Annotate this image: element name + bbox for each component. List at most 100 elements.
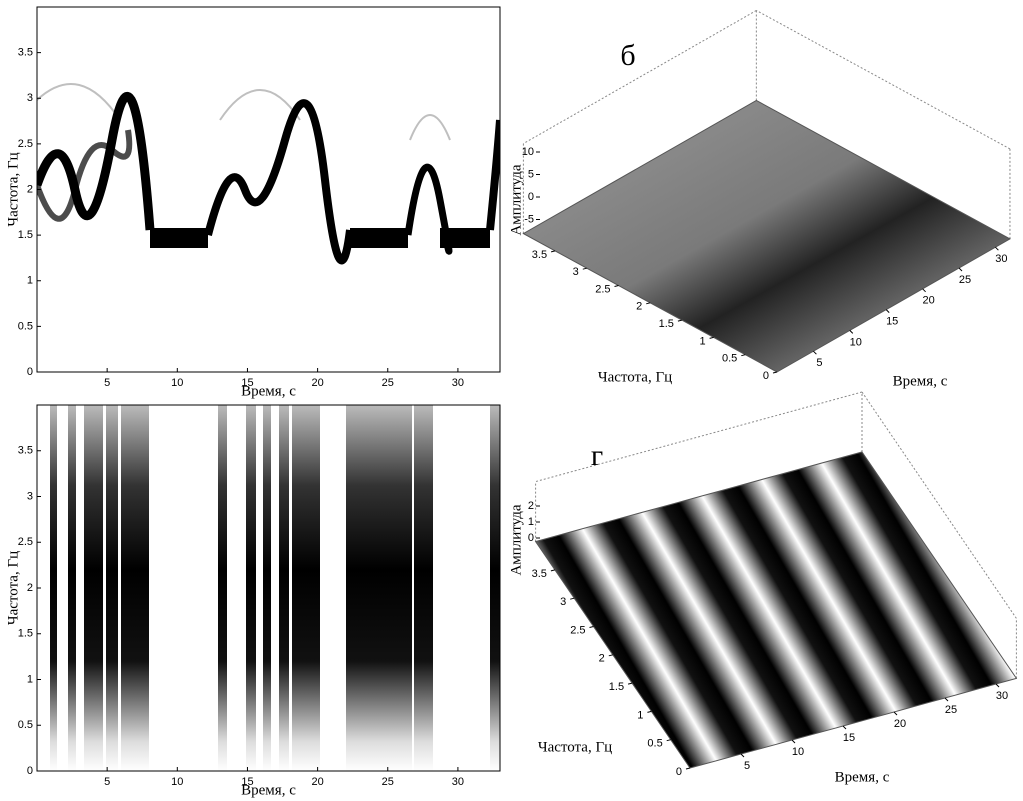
y-tick-label: 1.5 bbox=[609, 681, 624, 693]
y-tick-label: 3 bbox=[560, 596, 566, 608]
x-axis-label: Время, с bbox=[241, 383, 296, 399]
y-tick-label: 3.5 bbox=[18, 445, 33, 457]
x-tick bbox=[791, 739, 796, 744]
x-tick-label: 5 bbox=[104, 776, 110, 788]
y-tick bbox=[627, 682, 633, 685]
x-tick bbox=[958, 267, 963, 272]
x-tick-label: 30 bbox=[452, 377, 464, 389]
x-tick-label: 20 bbox=[922, 295, 934, 307]
x-tick-label: 15 bbox=[241, 377, 253, 389]
z-tick-label: 0 bbox=[528, 532, 534, 544]
y-tick-label: 0 bbox=[27, 765, 33, 777]
x-axis-label: Время, с bbox=[893, 373, 948, 389]
x-tick-label: 5 bbox=[744, 760, 750, 772]
y-tick-label: 2 bbox=[27, 183, 33, 195]
z-tick-label: 1 bbox=[528, 516, 534, 528]
y-tick-label: 3.5 bbox=[532, 249, 547, 261]
x-tick-label: 20 bbox=[894, 718, 906, 730]
x-tick-label: 15 bbox=[886, 316, 898, 328]
y-axis-label: Частота, Гц bbox=[5, 152, 21, 226]
y-tick bbox=[614, 285, 619, 287]
z-tick-label: 0 bbox=[528, 191, 534, 203]
x-tick bbox=[842, 725, 847, 730]
x-tick-label: 30 bbox=[452, 776, 464, 788]
surface bbox=[534, 451, 1018, 769]
x-tick-label: 25 bbox=[959, 274, 971, 286]
y-tick bbox=[772, 371, 778, 374]
y-tick-label: 2 bbox=[599, 653, 605, 665]
x-tick bbox=[885, 309, 890, 313]
y-tick-label: 0 bbox=[763, 370, 769, 382]
panel-letter: г bbox=[591, 439, 603, 472]
y-tick-label: 2.5 bbox=[18, 138, 33, 150]
y-axis-label: Частота, Гц bbox=[598, 369, 672, 385]
y-tick bbox=[608, 654, 613, 657]
y-tick bbox=[582, 267, 587, 270]
y-tick-label: 0.5 bbox=[722, 353, 737, 365]
y-tick bbox=[646, 302, 651, 305]
panel-letter: б bbox=[620, 39, 635, 72]
y-tick-label: 1 bbox=[27, 673, 33, 685]
heatmap-image bbox=[37, 83, 500, 265]
y-tick-label: 3 bbox=[27, 490, 33, 502]
x-tick-label: 25 bbox=[945, 704, 957, 716]
y-axis-label: Частота, Гц bbox=[5, 551, 21, 625]
y-tick-label: 3 bbox=[573, 266, 579, 278]
y-tick-label: 2.5 bbox=[18, 536, 33, 548]
x-tick-label: 10 bbox=[792, 746, 804, 758]
y-tick bbox=[550, 250, 556, 253]
box-edge bbox=[523, 10, 757, 145]
box-edge bbox=[861, 391, 1017, 619]
y-tick bbox=[677, 319, 683, 322]
z-tick-label: 10 bbox=[522, 146, 534, 158]
x-tick-label: 20 bbox=[311, 377, 323, 389]
y-tick-label: 2 bbox=[27, 582, 33, 594]
y-tick-label: 0.5 bbox=[18, 320, 33, 332]
y-tick-label: 1.5 bbox=[18, 229, 33, 241]
box-edge bbox=[535, 391, 863, 483]
y-tick-label: 1.5 bbox=[659, 318, 674, 330]
x-tick bbox=[893, 711, 898, 716]
y-tick-label: 0 bbox=[27, 366, 33, 378]
z-axis-label: Амплитуда bbox=[508, 504, 524, 575]
z-tick-label: -5 bbox=[524, 213, 534, 225]
heatmap-image bbox=[50, 405, 500, 771]
box-edge bbox=[756, 10, 1011, 150]
x-axis-label: Время, с bbox=[835, 769, 890, 785]
y-tick-label: 1 bbox=[27, 275, 33, 287]
x-tick bbox=[813, 350, 817, 355]
x-tick bbox=[995, 683, 1000, 688]
x-tick-label: 5 bbox=[816, 357, 822, 369]
x-tick bbox=[922, 288, 926, 293]
y-tick bbox=[685, 767, 691, 770]
y-tick bbox=[666, 739, 671, 742]
x-tick-label: 30 bbox=[996, 690, 1008, 702]
x-tick-label: 25 bbox=[382, 377, 394, 389]
x-tick-label: 30 bbox=[995, 253, 1007, 265]
y-tick-label: 1 bbox=[637, 709, 643, 721]
z-tick-label: 5 bbox=[528, 168, 534, 180]
x-tick bbox=[740, 753, 745, 758]
z-tick-label: 2 bbox=[528, 500, 534, 512]
x-tick-label: 10 bbox=[171, 776, 183, 788]
x-tick-label: 15 bbox=[843, 732, 855, 744]
y-tick bbox=[570, 597, 575, 600]
x-tick-label: 15 bbox=[241, 776, 253, 788]
x-tick-label: 20 bbox=[311, 776, 323, 788]
y-tick bbox=[589, 626, 594, 628]
z-axis-label: Амплитуда bbox=[508, 164, 524, 235]
y-tick-label: 1.5 bbox=[18, 628, 33, 640]
y-tick-label: 1 bbox=[699, 335, 705, 347]
surface bbox=[522, 99, 1011, 373]
y-tick bbox=[550, 569, 556, 572]
y-tick bbox=[741, 354, 746, 357]
y-tick-label: 0 bbox=[676, 766, 682, 778]
y-axis-label: Частота, Гц bbox=[538, 739, 612, 755]
x-tick-label: 25 bbox=[382, 776, 394, 788]
x-tick bbox=[995, 246, 999, 251]
y-tick-label: 2.5 bbox=[595, 283, 610, 295]
x-tick-label: 10 bbox=[171, 377, 183, 389]
x-tick bbox=[849, 330, 854, 334]
x-axis-label: Время, с bbox=[241, 782, 296, 798]
y-tick-label: 0.5 bbox=[647, 738, 662, 750]
